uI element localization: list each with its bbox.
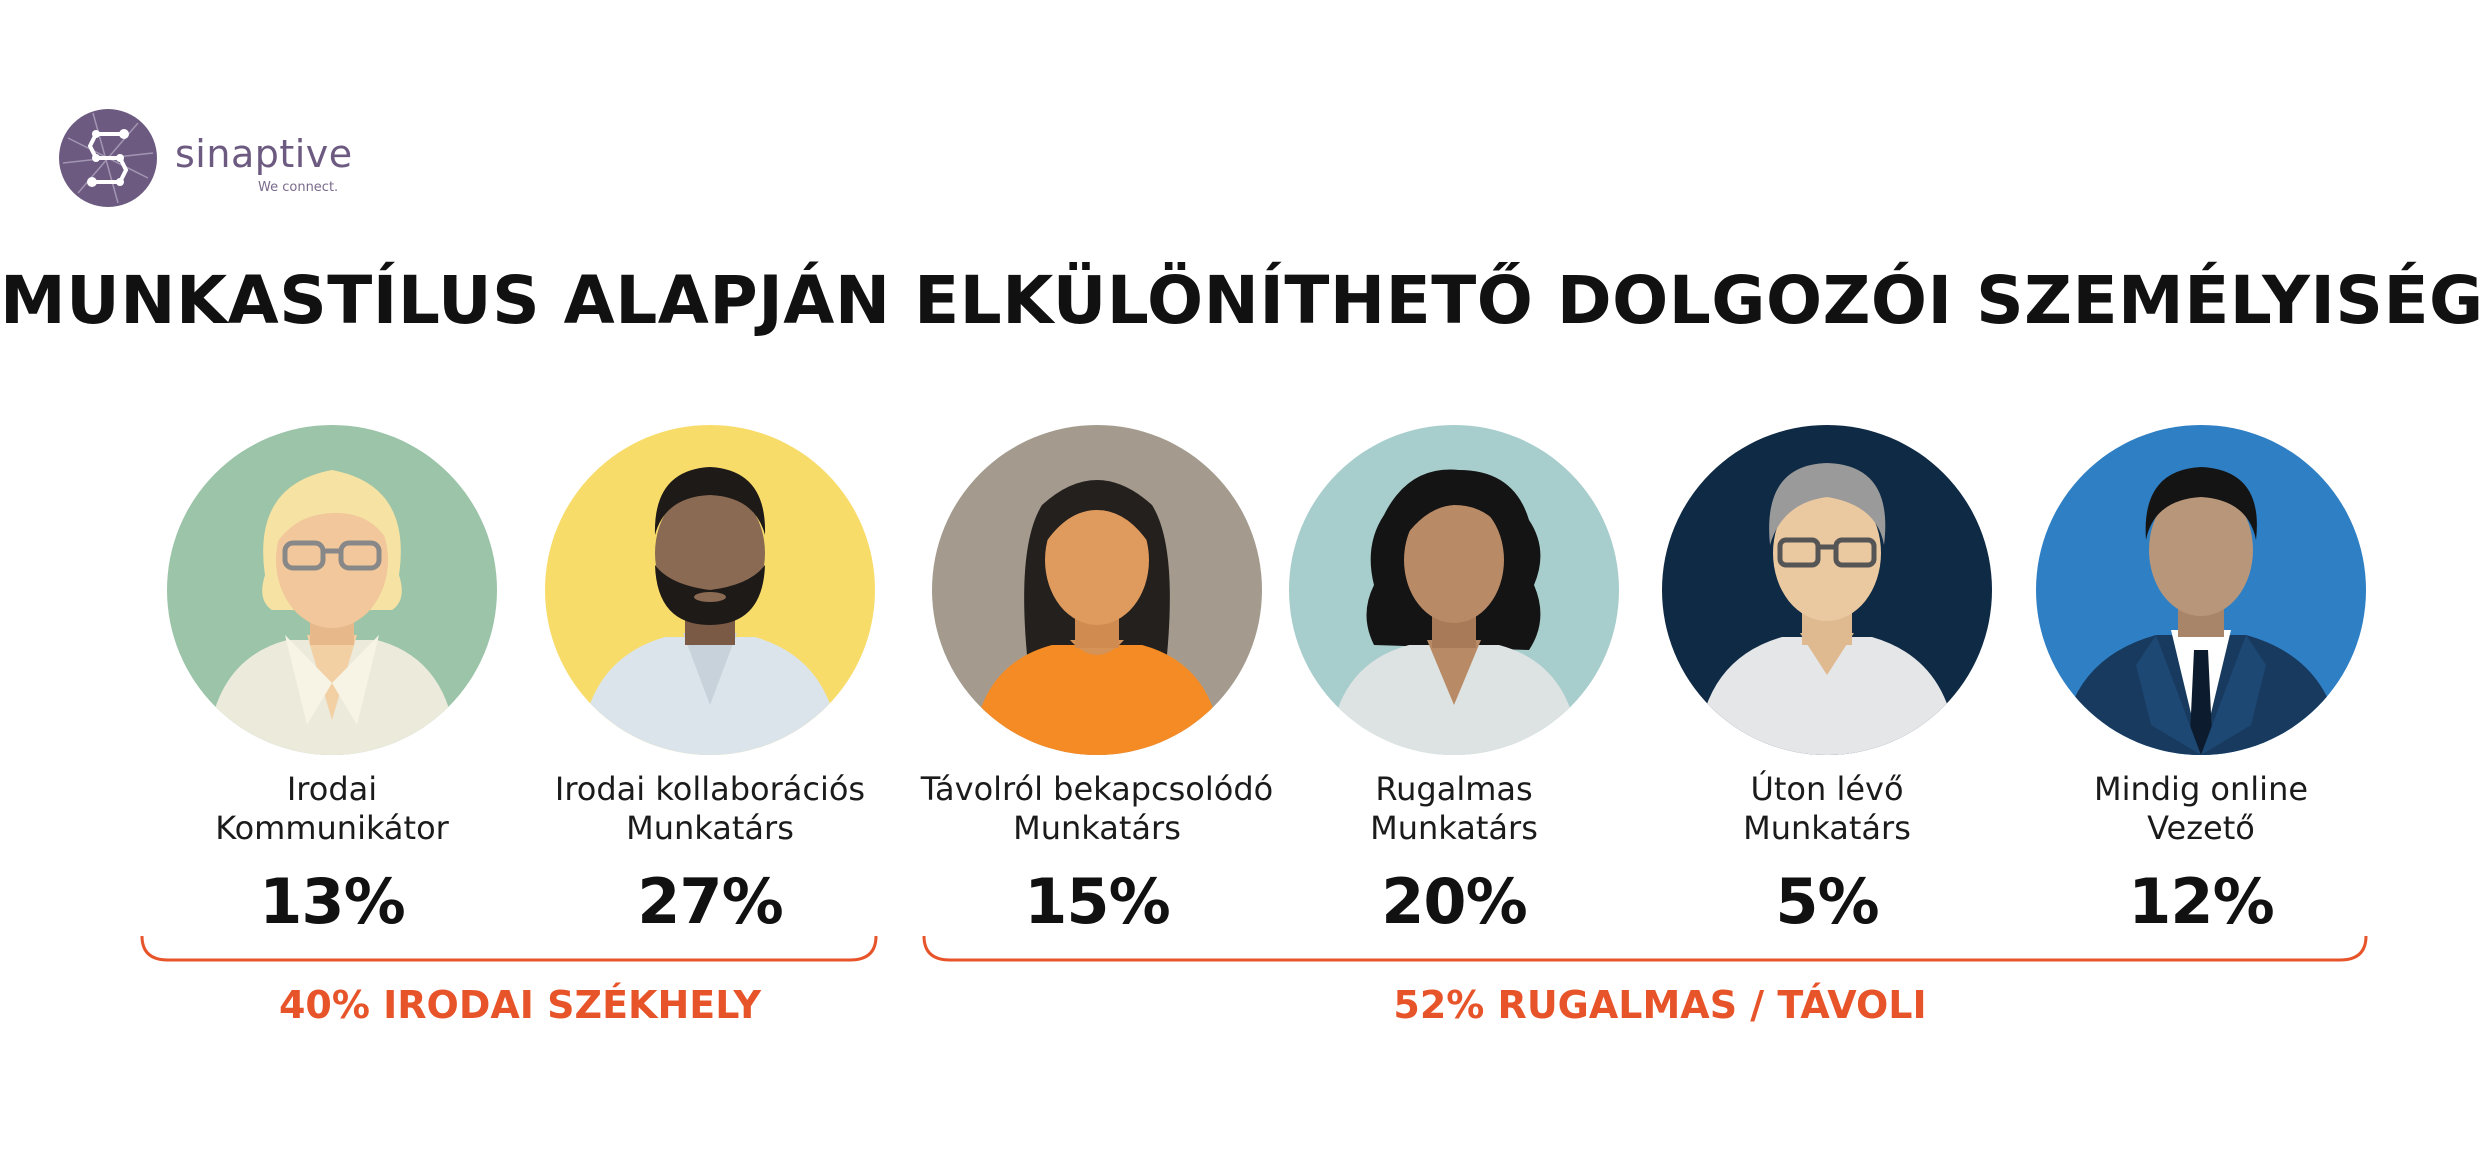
- persona-percent: 13%: [259, 865, 405, 938]
- persona-label-line2: Munkatárs: [1013, 809, 1181, 847]
- bearded-man-avatar-icon: [545, 425, 875, 755]
- persona-label-line1: Rugalmas: [1375, 770, 1533, 808]
- persona-label-line2: Munkatárs: [1743, 809, 1911, 847]
- logo-wordmark: sinaptive: [175, 132, 353, 176]
- group-brackets: [140, 935, 2368, 962]
- flexible-group-label: 52% RUGALMAS / TÁVOLI: [1393, 983, 1927, 1027]
- logo-tagline: We connect.: [258, 180, 339, 195]
- persona-label: Úton lévő Munkatárs: [1617, 770, 2037, 848]
- office-group-label: 40% IRODAI SZÉKHELY: [278, 983, 762, 1027]
- persona-label-line2: Munkatárs: [626, 809, 794, 847]
- woman-orange-shirt-avatar-icon: [932, 425, 1262, 755]
- sinaptive-logo-icon: [59, 109, 157, 207]
- persona-label: Mindig online Vezető: [1991, 770, 2411, 848]
- office-group-bracket: [140, 935, 878, 962]
- persona-label-line1: Mindig online: [2093, 770, 2309, 808]
- persona-label: Rugalmas Munkatárs: [1244, 770, 1664, 848]
- persona-label: Irodai kollaborációs Munkatárs: [500, 770, 920, 848]
- persona-label-line2: Vezető: [2147, 809, 2255, 847]
- sinaptive-logo: sinaptive We connect.: [58, 108, 358, 208]
- persona-label-line2: Munkatárs: [1370, 809, 1538, 847]
- persona-label-line2: Kommunikátor: [215, 809, 449, 847]
- grey-hair-man-glasses-avatar-icon: [1662, 425, 1992, 755]
- persona-label-line1: Távolról bekapcsolódó: [920, 770, 1274, 808]
- page-title: MUNKASTÍLUS ALAPJÁN ELKÜLÖNÍTHETŐ DOLGOZ…: [0, 262, 2480, 339]
- persona-label-line1: Irodai: [286, 770, 378, 808]
- persona-label-line1: Irodai kollaborációs: [554, 770, 866, 808]
- persona-percent: 5%: [1775, 865, 1879, 938]
- persona-percent: 20%: [1381, 865, 1527, 938]
- persona-label: Távolról bekapcsolódó Munkatárs: [887, 770, 1307, 848]
- persona-label: Irodai Kommunikátor: [122, 770, 542, 848]
- persona-percent: 12%: [2128, 865, 2274, 938]
- persona-label-line1: Úton lévő: [1750, 770, 1904, 808]
- blonde-woman-glasses-avatar-icon: [167, 425, 497, 755]
- persona-percent: 27%: [637, 865, 783, 938]
- flexible-group-bracket: [922, 935, 2368, 962]
- curly-hair-woman-avatar-icon: [1289, 425, 1619, 755]
- man-in-suit-avatar-icon: [2036, 425, 2366, 755]
- persona-percent: 15%: [1024, 865, 1170, 938]
